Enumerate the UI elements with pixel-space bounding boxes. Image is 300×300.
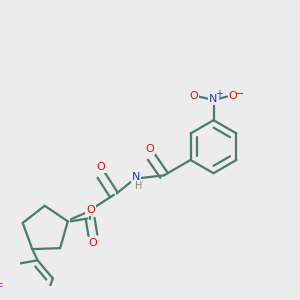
- Text: N: N: [132, 172, 140, 182]
- Text: O: O: [229, 92, 237, 101]
- Text: O: O: [86, 205, 95, 215]
- Text: H: H: [135, 181, 142, 190]
- Text: O: O: [96, 163, 105, 172]
- Text: O: O: [88, 238, 97, 248]
- Text: F: F: [0, 283, 4, 293]
- Text: N: N: [209, 94, 218, 104]
- Text: +: +: [214, 89, 223, 99]
- Text: O: O: [146, 144, 154, 154]
- Text: −: −: [235, 89, 245, 99]
- Text: O: O: [190, 92, 198, 101]
